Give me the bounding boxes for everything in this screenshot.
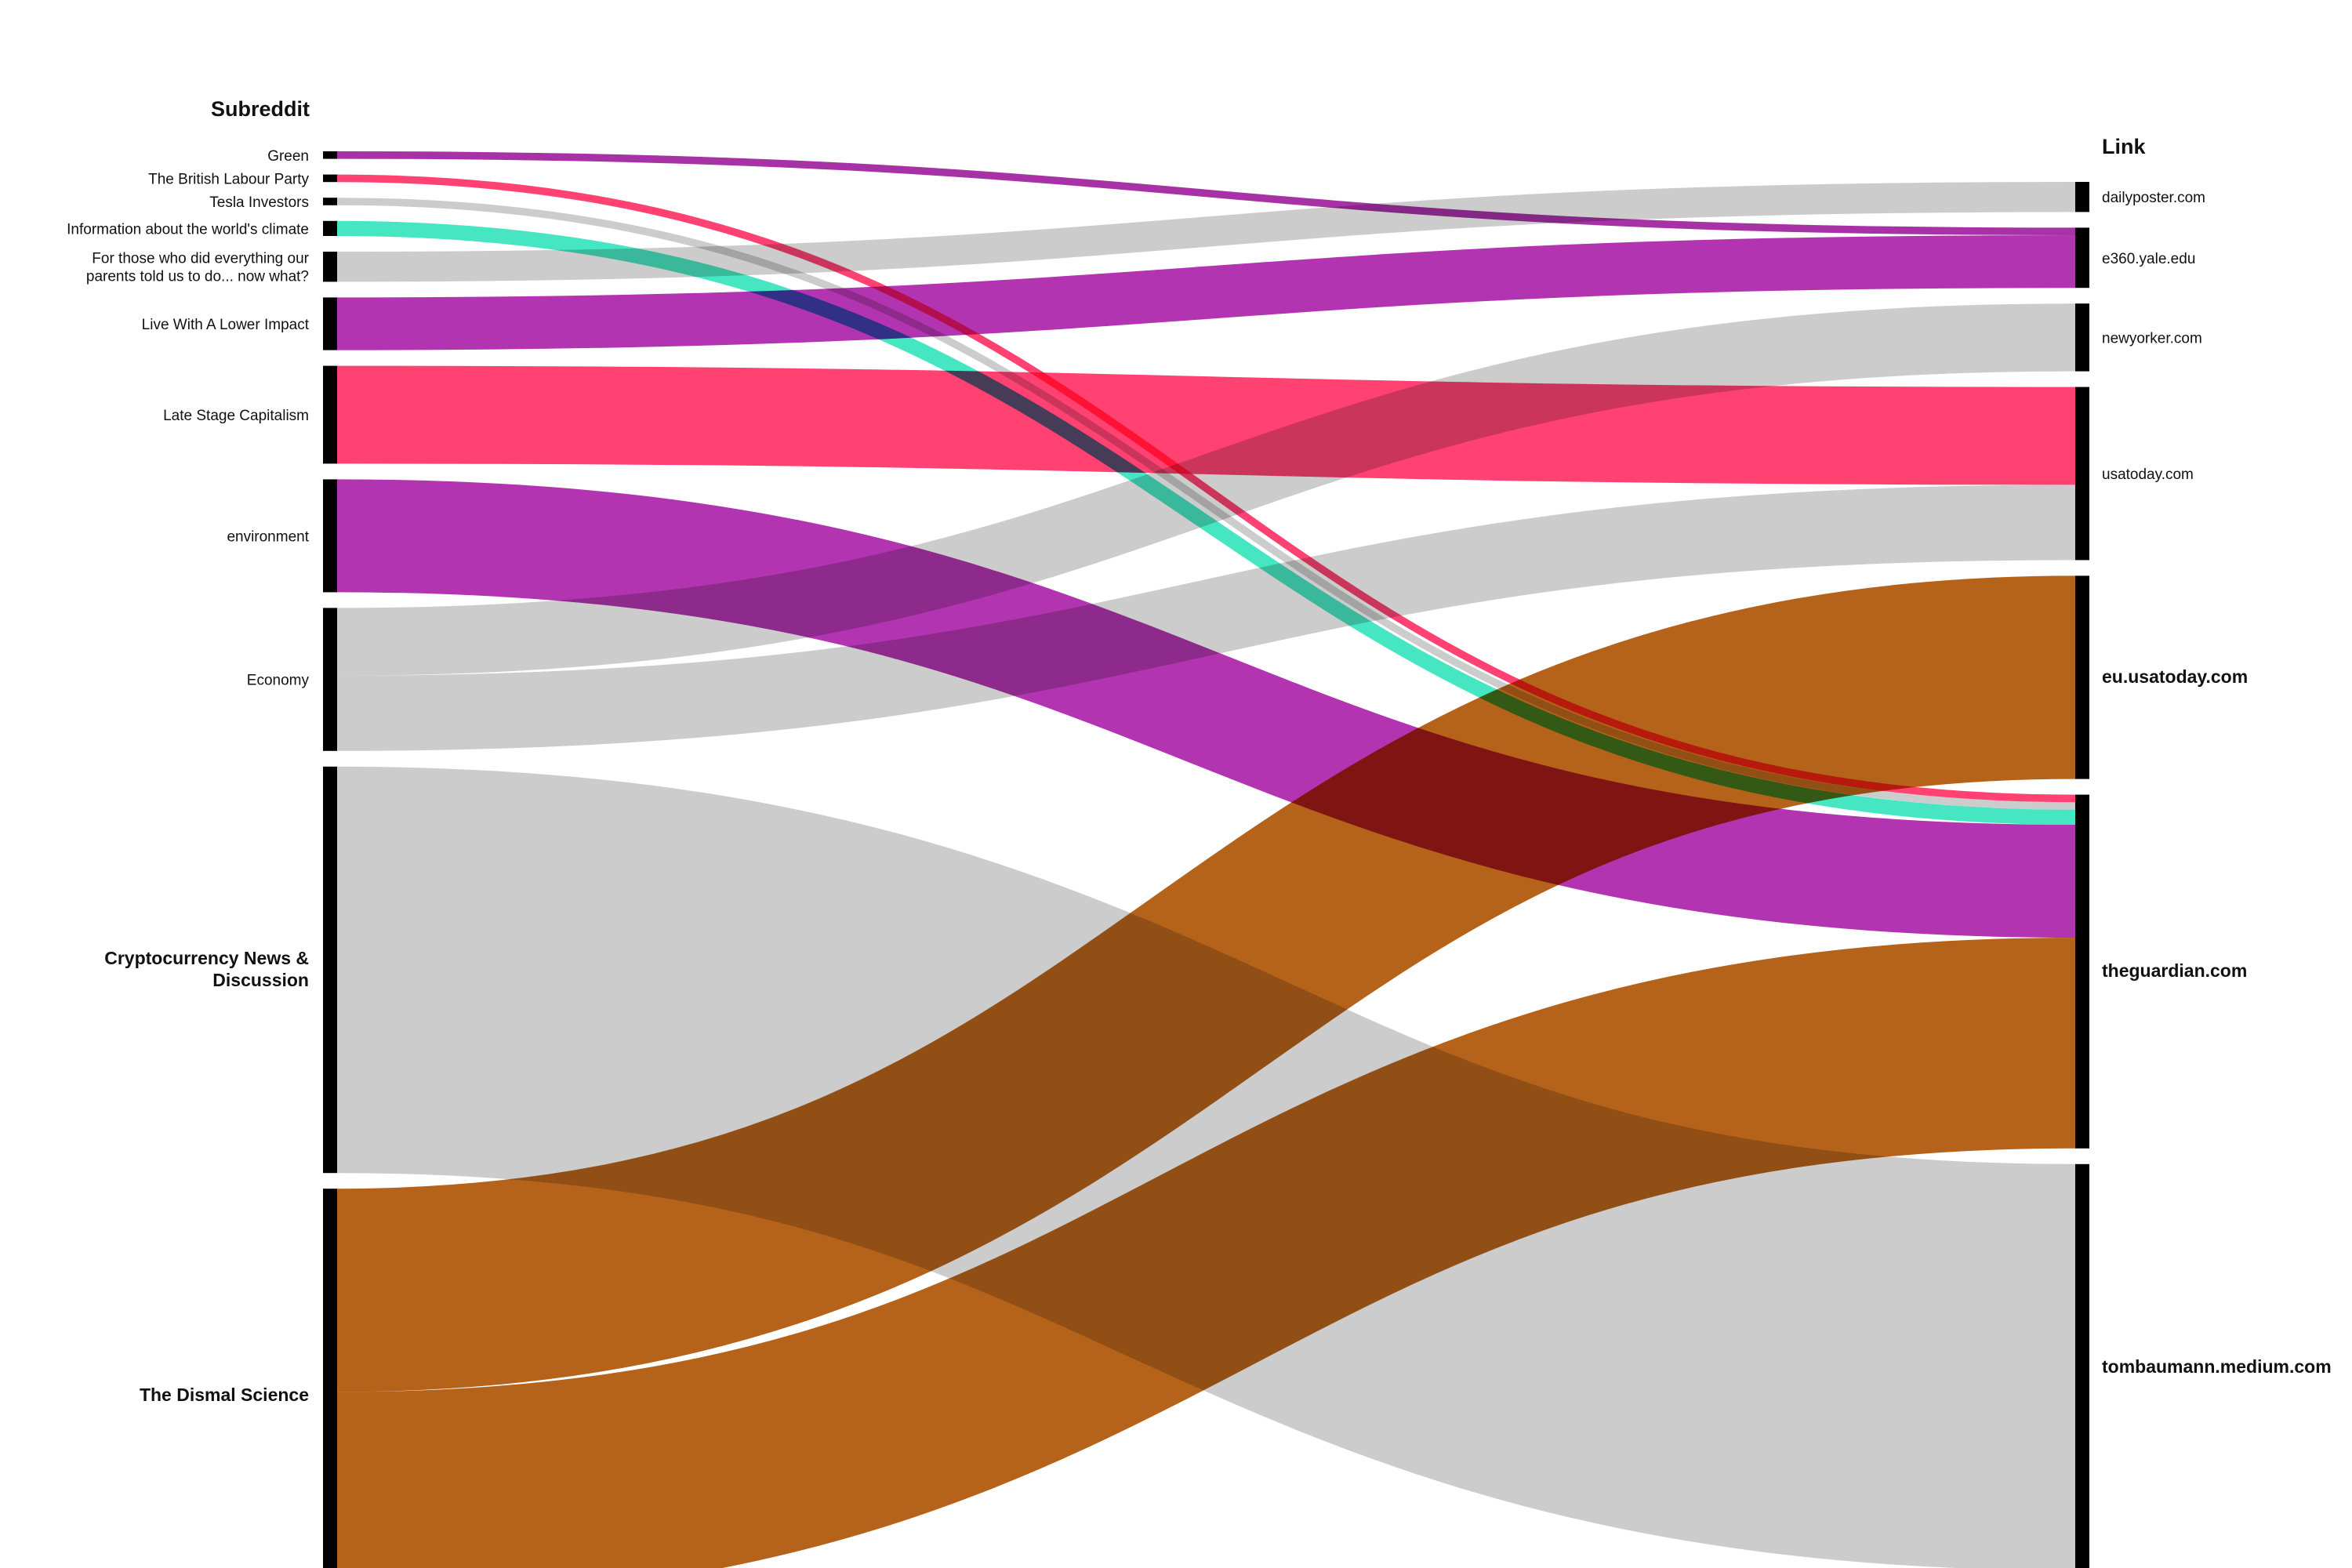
link-tesla-to-guardian (336, 198, 2076, 810)
left-node-environment (323, 479, 337, 593)
left-node-economy (323, 608, 337, 751)
left-node-label-dismal: The Dismal Science (140, 1385, 309, 1405)
right-node-label-e360: e360.yale.edu (2102, 251, 2195, 267)
right-node-label-guardian: theguardian.com (2102, 960, 2247, 981)
left-node-label-environment: environment (227, 528, 309, 545)
right-node-usatoday (2075, 387, 2089, 561)
right-node-label-medium: tombaumann.medium.com (2102, 1356, 2332, 1377)
left-node-label-parents: For those who did everything our parents … (86, 251, 310, 285)
left-node-label-labour: The British Labour Party (148, 171, 309, 187)
link-crypto-to-medium (336, 766, 2076, 1568)
link-lsc-to-usatoday (336, 365, 2076, 485)
right-node-label-dailyposter: dailyposter.com (2102, 190, 2205, 206)
link-economy-to-usatoday (336, 485, 2076, 751)
left-node-lowimpact (323, 297, 337, 350)
left-node-dismal (323, 1189, 337, 1568)
right-node-medium (2075, 1163, 2089, 1568)
right-node-label-euusatoday: eu.usatoday.com (2102, 666, 2248, 687)
left-node-label-tesla: Tesla Investors (209, 194, 309, 211)
right-node-e360 (2075, 227, 2089, 289)
right-node-euusatoday (2075, 575, 2089, 779)
left-node-label-crypto: Cryptocurrency News & Discussion (104, 948, 309, 990)
links-layer (336, 151, 2076, 1568)
right-node-newyorker (2075, 303, 2089, 372)
left-node-green (323, 151, 337, 159)
link-labour-to-guardian (336, 174, 2076, 803)
right-node-label-usatoday: usatoday.com (2102, 466, 2194, 483)
left-node-label-lowimpact: Live With A Lower Impact (142, 317, 310, 333)
link-environment-to-guardian (336, 479, 2076, 938)
left-node-label-lsc: Late Stage Capitalism (163, 408, 309, 424)
left-node-climate (323, 220, 337, 236)
left-node-lsc (323, 365, 337, 464)
left-node-labour (323, 174, 337, 183)
right-node-label-newyorker: newyorker.com (2102, 330, 2202, 347)
left-node-parents (323, 252, 337, 282)
right-node-guardian (2075, 794, 2089, 1149)
left-node-label-economy: Economy (247, 673, 310, 689)
left-column-title: Subreddit (211, 97, 310, 121)
left-node-label-climate: Information about the world's climate (67, 221, 309, 238)
right-node-dailyposter (2075, 182, 2089, 212)
right-column-title: Link (2102, 135, 2146, 158)
labels-layer: Subreddit Link Green The British Labour P… (67, 97, 2332, 1405)
link-green-to-e360 (336, 151, 2076, 235)
link-climate-to-guardian (336, 220, 2076, 825)
left-node-crypto (323, 766, 337, 1174)
link-lowimpact-to-e360 (336, 235, 2076, 350)
left-node-label-green: Green (267, 148, 309, 165)
nodes-layer (323, 151, 2089, 1568)
left-node-tesla (323, 198, 337, 205)
